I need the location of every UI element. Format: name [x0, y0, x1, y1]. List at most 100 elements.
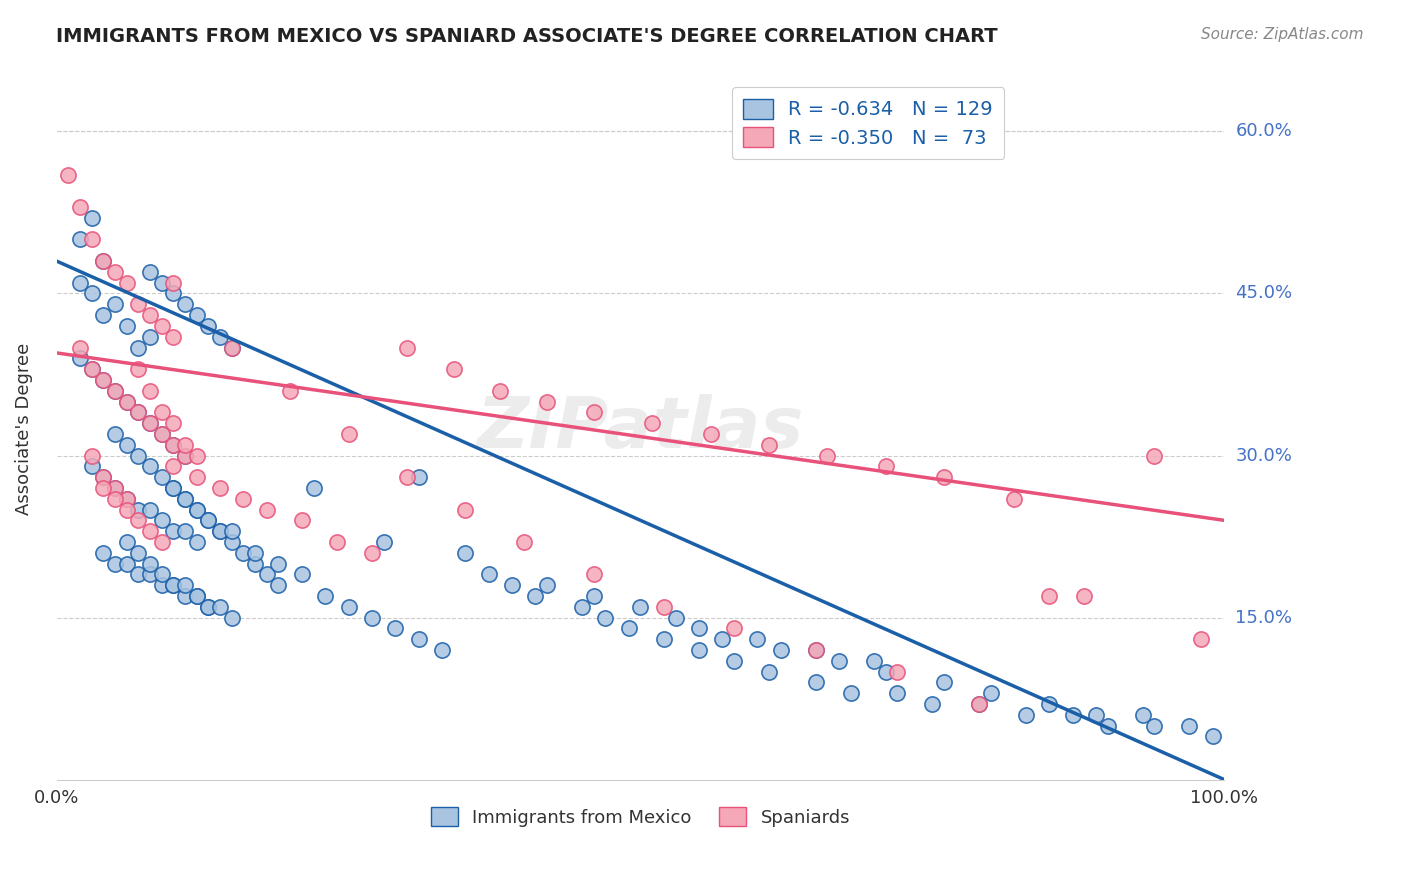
Point [582, 567, 605, 582]
Point [115, 557, 138, 571]
Point [91, 254, 114, 268]
Point [932, 675, 955, 690]
Point [395, 341, 418, 355]
Point [91, 470, 114, 484]
Point [139, 524, 162, 538]
Point [115, 394, 138, 409]
Point [80, 459, 103, 474]
Point [932, 470, 955, 484]
Point [139, 265, 162, 279]
Point [150, 513, 173, 527]
Point [186, 589, 208, 603]
Point [1062, 707, 1084, 722]
Point [91, 308, 114, 322]
Point [91, 373, 114, 387]
Point [886, 665, 908, 679]
Point [162, 481, 184, 495]
Point [162, 438, 184, 452]
Point [711, 632, 734, 647]
Point [980, 686, 1002, 700]
Point [302, 481, 325, 495]
Point [267, 557, 290, 571]
Point [104, 481, 127, 495]
Point [209, 329, 232, 343]
Point [221, 524, 243, 538]
Point [326, 535, 349, 549]
Point [80, 286, 103, 301]
Point [127, 341, 149, 355]
Point [221, 610, 243, 624]
Point [314, 589, 336, 603]
Point [139, 416, 162, 430]
Point [174, 297, 197, 311]
Point [127, 502, 149, 516]
Point [408, 632, 430, 647]
Point [162, 416, 184, 430]
Point [80, 362, 103, 376]
Point [536, 578, 558, 592]
Point [127, 546, 149, 560]
Point [91, 546, 114, 560]
Point [804, 675, 827, 690]
Point [91, 481, 114, 495]
Text: Source: ZipAtlas.com: Source: ZipAtlas.com [1201, 27, 1364, 42]
Point [186, 535, 208, 549]
Point [221, 341, 243, 355]
Point [232, 491, 254, 506]
Point [69, 200, 91, 214]
Point [630, 599, 652, 614]
Point [1189, 632, 1212, 647]
Point [723, 654, 745, 668]
Point [186, 449, 208, 463]
Point [489, 384, 512, 398]
Point [186, 502, 208, 516]
Point [804, 643, 827, 657]
Point [186, 470, 208, 484]
Point [337, 426, 360, 441]
Point [454, 502, 477, 516]
Point [80, 449, 103, 463]
Point [524, 589, 547, 603]
Point [747, 632, 769, 647]
Point [104, 265, 127, 279]
Point [1015, 707, 1038, 722]
Text: 15.0%: 15.0% [1236, 608, 1292, 626]
Point [267, 578, 290, 592]
Point [139, 557, 162, 571]
Point [104, 297, 127, 311]
Point [150, 578, 173, 592]
Point [641, 416, 664, 430]
Point [80, 362, 103, 376]
Point [209, 599, 232, 614]
Point [139, 502, 162, 516]
Legend: Immigrants from Mexico, Spaniards: Immigrants from Mexico, Spaniards [423, 800, 858, 834]
Point [197, 599, 219, 614]
Point [162, 481, 184, 495]
Point [221, 535, 243, 549]
Point [91, 373, 114, 387]
Point [699, 426, 721, 441]
Point [875, 459, 897, 474]
Point [921, 697, 943, 711]
Point [664, 610, 686, 624]
Point [291, 567, 314, 582]
Point [1143, 449, 1166, 463]
Point [1143, 718, 1166, 732]
Point [1084, 707, 1107, 722]
Point [115, 438, 138, 452]
Point [571, 599, 593, 614]
Y-axis label: Associate's Degree: Associate's Degree [15, 343, 32, 515]
Point [174, 524, 197, 538]
Point [1038, 697, 1060, 711]
Point [162, 578, 184, 592]
Point [430, 643, 453, 657]
Point [162, 438, 184, 452]
Point [127, 297, 149, 311]
Point [150, 405, 173, 419]
Point [186, 308, 208, 322]
Point [652, 599, 675, 614]
Text: 60.0%: 60.0% [1236, 122, 1292, 140]
Point [688, 621, 710, 635]
Point [91, 254, 114, 268]
Point [723, 621, 745, 635]
